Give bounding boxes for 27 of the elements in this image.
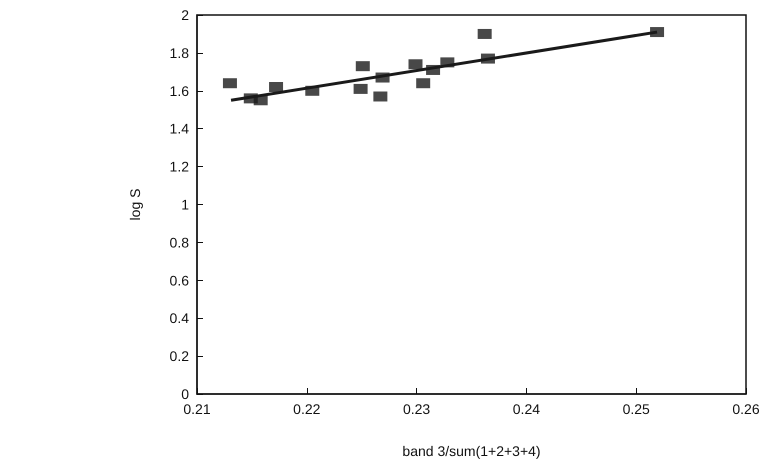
x-axis-title: band 3/sum(1+2+3+4)	[402, 443, 541, 459]
x-tick-label: 0.23	[402, 401, 430, 417]
y-tick-label: 1	[181, 196, 190, 212]
y-tick-label: 1.2	[170, 158, 190, 175]
y-tick-label: 0	[181, 386, 190, 402]
y-tick-label: 0.2	[170, 348, 190, 364]
y-tick-label: 2	[181, 7, 190, 23]
point	[269, 82, 284, 92]
y-tick-label: 0.8	[170, 234, 190, 250]
y-tick-label: 0.4	[170, 310, 190, 326]
x-tick-label: 0.21	[183, 401, 211, 417]
point	[356, 61, 370, 72]
x-tick-label: 0.25	[622, 401, 650, 417]
point	[416, 78, 430, 88]
point	[478, 28, 492, 39]
y-tick-label: 1.8	[170, 44, 190, 61]
point	[373, 91, 388, 102]
y-tick-label: 0.6	[170, 272, 190, 288]
y-tick-label: 1.4	[170, 120, 190, 137]
x-tick-label: 0.26	[732, 401, 760, 417]
point	[222, 78, 237, 88]
point	[408, 59, 422, 70]
x-tick-label: 0.24	[512, 401, 540, 417]
point	[354, 84, 368, 94]
y-tick-label: 1.6	[170, 82, 190, 99]
y-axis-title: log S	[127, 188, 143, 220]
x-tick-label: 0.22	[293, 401, 321, 417]
